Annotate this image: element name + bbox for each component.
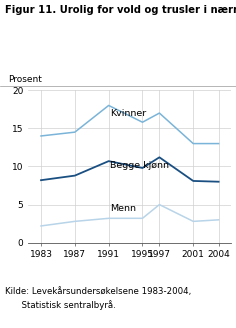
Text: Begge kjønn: Begge kjønn: [110, 161, 169, 170]
Text: Kvinner: Kvinner: [110, 110, 147, 118]
Text: Menn: Menn: [110, 204, 136, 213]
Text: Figur 11. Urolig for vold og trusler i nærmiljøet, etter kjønn. 1983-2004. Prose: Figur 11. Urolig for vold og trusler i n…: [5, 3, 236, 15]
Text: Kilde: Levekårsundersøkelsene 1983-2004,
      Statistisk sentralbyrå.: Kilde: Levekårsundersøkelsene 1983-2004,…: [5, 287, 191, 310]
Text: Prosent: Prosent: [8, 75, 42, 84]
